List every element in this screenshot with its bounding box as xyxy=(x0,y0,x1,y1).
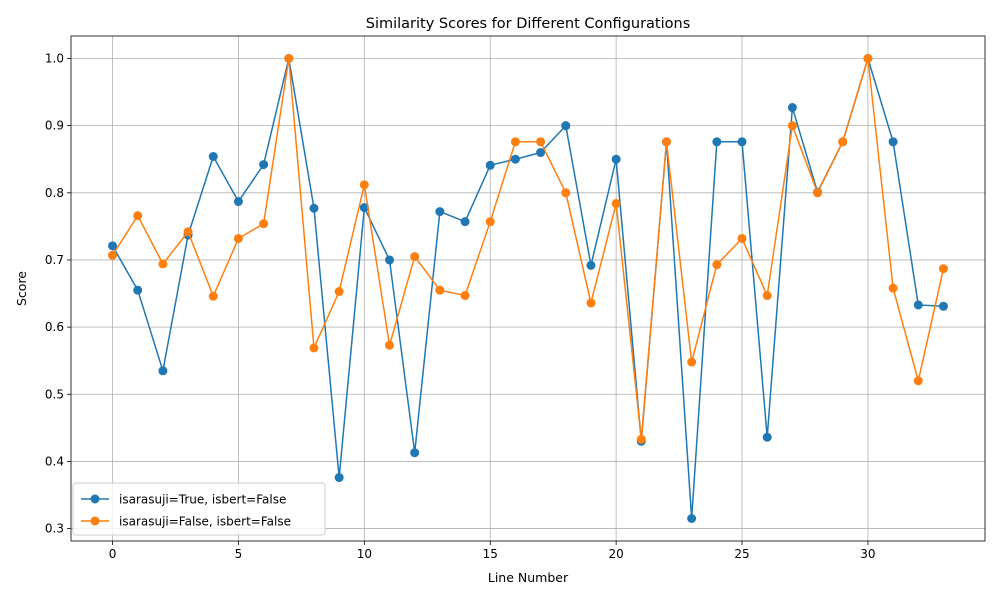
grid-lines xyxy=(71,36,985,541)
data-point xyxy=(259,160,269,170)
data-point xyxy=(938,264,948,274)
data-point xyxy=(158,366,168,376)
y-tick-label: 0.8 xyxy=(45,186,64,200)
data-point xyxy=(133,211,143,221)
plot-frame xyxy=(70,35,986,542)
x-tick-label: 25 xyxy=(734,547,749,561)
data-point xyxy=(410,252,420,262)
x-tick-label: 30 xyxy=(860,547,875,561)
data-point xyxy=(687,357,697,367)
data-point xyxy=(108,250,118,260)
data-point xyxy=(838,137,848,147)
data-point xyxy=(385,340,395,350)
data-point xyxy=(762,432,772,442)
data-point xyxy=(586,260,596,270)
y-tick-label: 0.4 xyxy=(45,454,64,468)
data-point xyxy=(762,291,772,301)
legend-marker xyxy=(90,516,100,526)
data-point xyxy=(334,473,344,483)
data-point xyxy=(510,154,520,164)
legend-label: isarasuji=True, isbert=False xyxy=(119,493,286,507)
data-point xyxy=(233,197,243,207)
x-tick-label: 20 xyxy=(608,547,623,561)
data-point xyxy=(611,199,621,209)
data-point xyxy=(460,217,470,227)
data-point xyxy=(385,255,395,265)
data-point xyxy=(737,137,747,147)
x-axis-ticks: 0 5 10 15 20 25 30 xyxy=(109,541,876,561)
data-point xyxy=(485,217,495,227)
data-point xyxy=(435,285,445,295)
data-point xyxy=(787,121,797,131)
data-point xyxy=(586,298,596,308)
y-tick-label: 0.7 xyxy=(45,253,64,267)
data-point xyxy=(813,188,823,198)
series-layer xyxy=(108,54,948,523)
data-point xyxy=(359,203,369,213)
data-point xyxy=(636,434,646,444)
data-point xyxy=(863,54,873,63)
data-point xyxy=(359,180,369,190)
data-point xyxy=(561,121,571,131)
data-point xyxy=(661,137,671,147)
data-point xyxy=(561,188,571,198)
data-point xyxy=(787,103,797,113)
data-point xyxy=(183,227,193,237)
data-point xyxy=(158,259,168,269)
data-point xyxy=(536,148,546,158)
data-point xyxy=(334,287,344,297)
data-point xyxy=(888,137,898,147)
chart-title: Similarity Scores for Different Configur… xyxy=(366,16,691,32)
data-point xyxy=(712,137,722,147)
x-tick-label: 0 xyxy=(109,547,117,561)
data-point xyxy=(536,137,546,147)
y-tick-label: 0.9 xyxy=(45,119,64,133)
y-tick-label: 0.5 xyxy=(45,387,64,401)
data-point xyxy=(913,300,923,310)
data-point xyxy=(485,160,495,170)
x-tick-label: 10 xyxy=(357,547,372,561)
data-point xyxy=(737,233,747,243)
y-axis-label: Score xyxy=(14,271,29,306)
data-point xyxy=(208,152,218,162)
data-point xyxy=(284,54,294,63)
series-2 xyxy=(108,54,948,444)
legend-box xyxy=(72,482,326,536)
data-point xyxy=(133,285,143,295)
data-point xyxy=(687,514,697,523)
data-point xyxy=(259,219,269,229)
data-point xyxy=(712,260,722,270)
series-line xyxy=(111,57,945,441)
series-line xyxy=(111,57,944,520)
y-tick-label: 1.0 xyxy=(45,51,64,65)
x-axis-label: Line Number xyxy=(488,570,569,585)
data-point xyxy=(938,301,948,311)
legend: isarasuji=True, isbert=False isarasuji=Fa… xyxy=(72,482,326,536)
x-tick-label: 15 xyxy=(483,547,498,561)
data-point xyxy=(913,376,923,386)
data-point xyxy=(510,137,520,147)
data-point xyxy=(108,241,118,251)
data-point xyxy=(410,448,420,458)
data-point xyxy=(435,207,445,217)
data-point xyxy=(888,283,898,293)
data-point xyxy=(611,154,621,164)
data-point xyxy=(233,233,243,243)
x-tick-label: 5 xyxy=(235,547,243,561)
data-point xyxy=(208,291,218,301)
y-tick-label: 0.6 xyxy=(45,320,64,334)
y-tick-label: 0.3 xyxy=(45,522,64,536)
data-point xyxy=(309,203,319,213)
legend-marker xyxy=(90,494,100,504)
series-1 xyxy=(108,54,948,523)
y-axis-ticks: 0.3 0.4 0.5 0.6 0.7 0.8 0.9 1.0 xyxy=(45,51,71,536)
data-point xyxy=(460,291,470,301)
data-point xyxy=(309,343,319,353)
legend-label: isarasuji=False, isbert=False xyxy=(119,515,291,529)
